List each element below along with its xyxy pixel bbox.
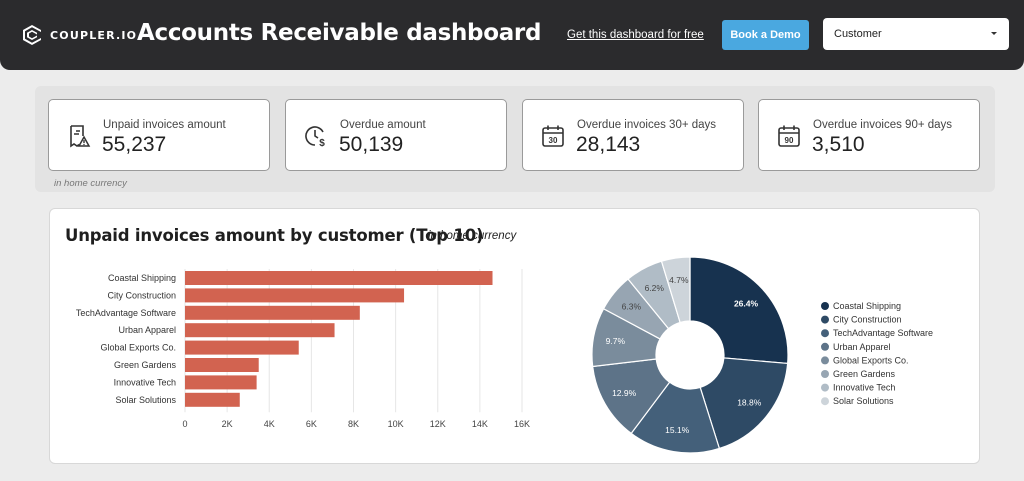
legend-swatch (821, 356, 829, 365)
kpi-card-unpaid: Unpaid invoices amount 55,237 (48, 99, 270, 171)
clock-dollar-icon: $ (305, 126, 325, 149)
x-tick-label: 6K (306, 419, 317, 429)
x-tick-label: 12K (430, 419, 446, 429)
kpi-label: Overdue invoices 30+ days (577, 119, 717, 131)
kpi-value: 3,510 (812, 133, 865, 156)
invoice-alert-icon (70, 125, 91, 148)
kpi-label: Unpaid invoices amount (103, 119, 226, 131)
x-tick-label: 4K (264, 419, 275, 429)
coupler-logo-icon (23, 25, 41, 45)
legend-swatch (821, 302, 829, 310)
chevron-down-icon (991, 32, 997, 35)
slice-value-label: 18.8% (737, 398, 762, 408)
bar[interactable] (185, 375, 257, 390)
legend-swatch (821, 370, 829, 378)
x-tick-label: 2K (222, 419, 233, 429)
legend-label[interactable]: Coastal Shipping (833, 301, 901, 311)
category-label: Urban Apparel (118, 325, 176, 335)
book-demo-button[interactable]: Book a Demo (722, 20, 809, 50)
kpi-value: 50,139 (339, 133, 404, 156)
header-bar: COUPLER.IO Accounts Receivable dashboard… (0, 0, 1024, 70)
legend-swatch (821, 342, 829, 351)
slice-value-label: 6.2% (645, 283, 665, 293)
legend-swatch (821, 315, 829, 324)
legend-label[interactable]: Urban Apparel (833, 342, 891, 352)
chart-title: Unpaid invoices amount by customer (Top … (65, 226, 484, 245)
kpi-value: 28,143 (576, 133, 641, 156)
chart-subtitle: in home currency (428, 230, 517, 242)
slice-value-label: 6.3% (622, 302, 642, 312)
logo[interactable]: COUPLER.IO (20, 22, 137, 48)
legend-label[interactable]: City Construction (833, 315, 902, 325)
kpi-card-overdue-30: 30 Overdue invoices 30+ days 28,143 (522, 99, 744, 171)
category-label: Coastal Shipping (108, 273, 176, 283)
calendar-90-icon: 90 (778, 125, 800, 147)
calendar-day-text: 30 (549, 136, 558, 145)
x-tick-label: 0 (182, 419, 187, 429)
kpi-card-overdue: $ Overdue amount 50,139 (285, 99, 507, 171)
calendar-30-icon: 30 (542, 125, 564, 147)
x-tick-label: 10K (388, 419, 404, 429)
kpi-value: 55,237 (102, 133, 167, 156)
donut-slice[interactable] (660, 256, 691, 324)
legend-swatch (821, 397, 829, 406)
legend-label[interactable]: Green Gardens (833, 369, 896, 379)
category-label: Green Gardens (114, 360, 177, 370)
x-tick-label: 16K (514, 419, 530, 429)
bar[interactable] (185, 305, 360, 320)
get-dashboard-link[interactable]: Get this dashboard for free (567, 29, 704, 41)
x-tick-label: 14K (472, 419, 488, 429)
kpi-label: Overdue amount (340, 119, 426, 131)
bar[interactable] (185, 392, 240, 407)
x-tick-label: 8K (348, 419, 359, 429)
customer-filter-select[interactable]: Customer (823, 18, 1009, 50)
donut-slice[interactable] (699, 357, 789, 450)
logo-text: COUPLER.IO (50, 28, 138, 42)
page-title: Accounts Receivable dashboard (137, 20, 542, 46)
legend-label[interactable]: Global Exports Co. (833, 355, 909, 365)
bar[interactable] (185, 271, 493, 285)
calendar-day-text: 90 (785, 136, 794, 145)
kpi-label: Overdue invoices 90+ days (813, 119, 953, 131)
slice-value-label: 4.7% (669, 275, 689, 285)
slice-value-label: 26.4% (734, 299, 759, 309)
legend-label[interactable]: TechAdvantage Software (833, 328, 933, 338)
legend-label[interactable]: Innovative Tech (833, 383, 895, 393)
legend-swatch (821, 329, 829, 338)
bar[interactable] (185, 340, 299, 355)
kpi-currency-note: in home currency (54, 178, 127, 189)
legend-swatch (821, 383, 829, 392)
slice-value-label: 12.9% (612, 388, 637, 398)
customer-filter-value: Customer (834, 28, 882, 40)
bar[interactable] (185, 358, 259, 372)
legend-label[interactable]: Solar Solutions (833, 396, 894, 406)
svg-text:$: $ (319, 138, 325, 149)
category-label: TechAdvantage Software (76, 308, 176, 318)
donut-slice[interactable] (689, 256, 789, 365)
bar[interactable] (185, 323, 335, 338)
slice-value-label: 15.1% (665, 425, 690, 435)
category-label: Global Exports Co. (100, 343, 176, 353)
slice-value-label: 9.7% (606, 336, 626, 346)
donut-slice[interactable] (630, 381, 721, 454)
category-label: Innovative Tech (114, 377, 176, 387)
category-label: City Construction (107, 290, 176, 300)
kpi-card-overdue-90: 90 Overdue invoices 90+ days 3,510 (758, 99, 980, 171)
bar[interactable] (185, 288, 405, 303)
category-label: Solar Solutions (115, 395, 176, 405)
